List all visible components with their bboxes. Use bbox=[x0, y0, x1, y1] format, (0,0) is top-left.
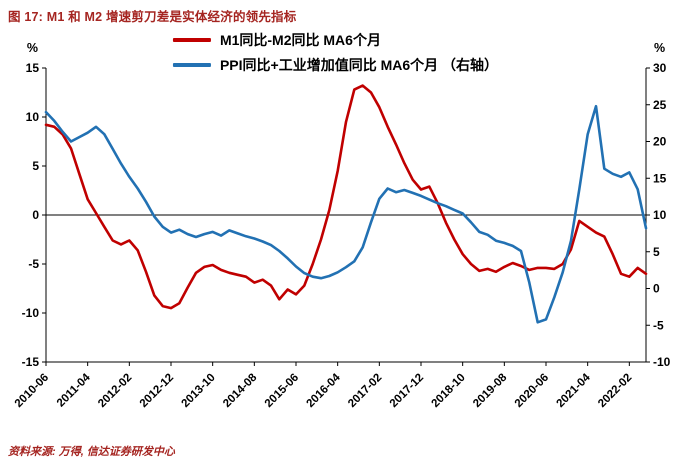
series-m1-m2-spread-line bbox=[44, 84, 648, 310]
right-axis-tick-label: -10 bbox=[653, 355, 671, 369]
x-axis-tick-label: 2017-12 bbox=[388, 372, 426, 410]
legend-label-m1-m2-spread: M1同比-M2同比 MA6个月 bbox=[219, 32, 381, 48]
left-axis-tick-label: 15 bbox=[26, 61, 40, 75]
legend-line-swatch-blue bbox=[172, 63, 211, 67]
x-axis-tick-label: 2012-02 bbox=[96, 372, 134, 410]
x-axis-tick-label: 2019-08 bbox=[471, 371, 510, 410]
x-axis-tick-label: 2022-02 bbox=[596, 372, 634, 410]
x-axis-tick-label: 2015-06 bbox=[263, 372, 301, 410]
left-axis-tick-label: 0 bbox=[32, 208, 39, 222]
legend: M1同比-M2同比 MA6个月 PPI同比+工业增加值同比 MA6个月 （右轴） bbox=[172, 30, 499, 75]
right-axis-tick-label: 10 bbox=[653, 208, 667, 222]
right-axis-unit-label: % bbox=[654, 41, 665, 55]
right-axis-tick-label: -5 bbox=[653, 318, 664, 332]
legend-line-swatch-red bbox=[172, 38, 211, 42]
left-axis-tick-label: 10 bbox=[26, 110, 40, 124]
left-axis-tick-label: -10 bbox=[22, 306, 40, 320]
source-note: 资料来源: 万得, 信达证券研发中心 bbox=[8, 446, 175, 458]
left-axis-tick-label: -15 bbox=[22, 355, 40, 369]
x-axis-tick-label: 2013-10 bbox=[179, 372, 217, 410]
left-axis-unit-label: % bbox=[27, 41, 38, 55]
right-axis-tick-label: 25 bbox=[653, 98, 667, 112]
x-axis-tick-label: 2021-04 bbox=[554, 371, 593, 410]
x-axis-tick-label: 2010-06 bbox=[13, 372, 51, 410]
right-axis-tick-label: 0 bbox=[653, 282, 660, 296]
x-axis-tick-label: 2020-06 bbox=[513, 372, 551, 410]
right-axis-tick-label: 15 bbox=[653, 171, 667, 185]
series-ppi-plus-ip-line bbox=[44, 104, 648, 324]
left-axis-tick-label: 5 bbox=[32, 159, 39, 173]
right-axis-tick-label: 20 bbox=[653, 135, 667, 149]
left-axis-tick-label: -5 bbox=[28, 257, 39, 271]
x-axis-tick-label: 2014-08 bbox=[221, 371, 260, 410]
x-axis-tick-label: 2018-10 bbox=[429, 372, 467, 410]
right-axis-tick-label: 5 bbox=[653, 245, 660, 259]
x-axis-tick-label: 2016-04 bbox=[304, 371, 343, 410]
legend-item-m1-m2-spread: M1同比-M2同比 MA6个月 bbox=[172, 30, 381, 50]
figure-title: 图 17: M1 和 M2 增速剪刀差是实体经济的领先指标 bbox=[8, 10, 297, 24]
x-axis-tick-label: 2012-12 bbox=[138, 372, 176, 410]
x-axis-tick-label: 2017-02 bbox=[346, 372, 384, 410]
legend-label-ppi-plus-ip: PPI同比+工业增加值同比 MA6个月 （右轴） bbox=[219, 57, 499, 73]
right-axis-tick-label: 30 bbox=[653, 61, 667, 75]
legend-item-ppi-plus-ip: PPI同比+工业增加值同比 MA6个月 （右轴） bbox=[172, 55, 499, 75]
x-axis-tick-label: 2011-04 bbox=[55, 371, 93, 409]
